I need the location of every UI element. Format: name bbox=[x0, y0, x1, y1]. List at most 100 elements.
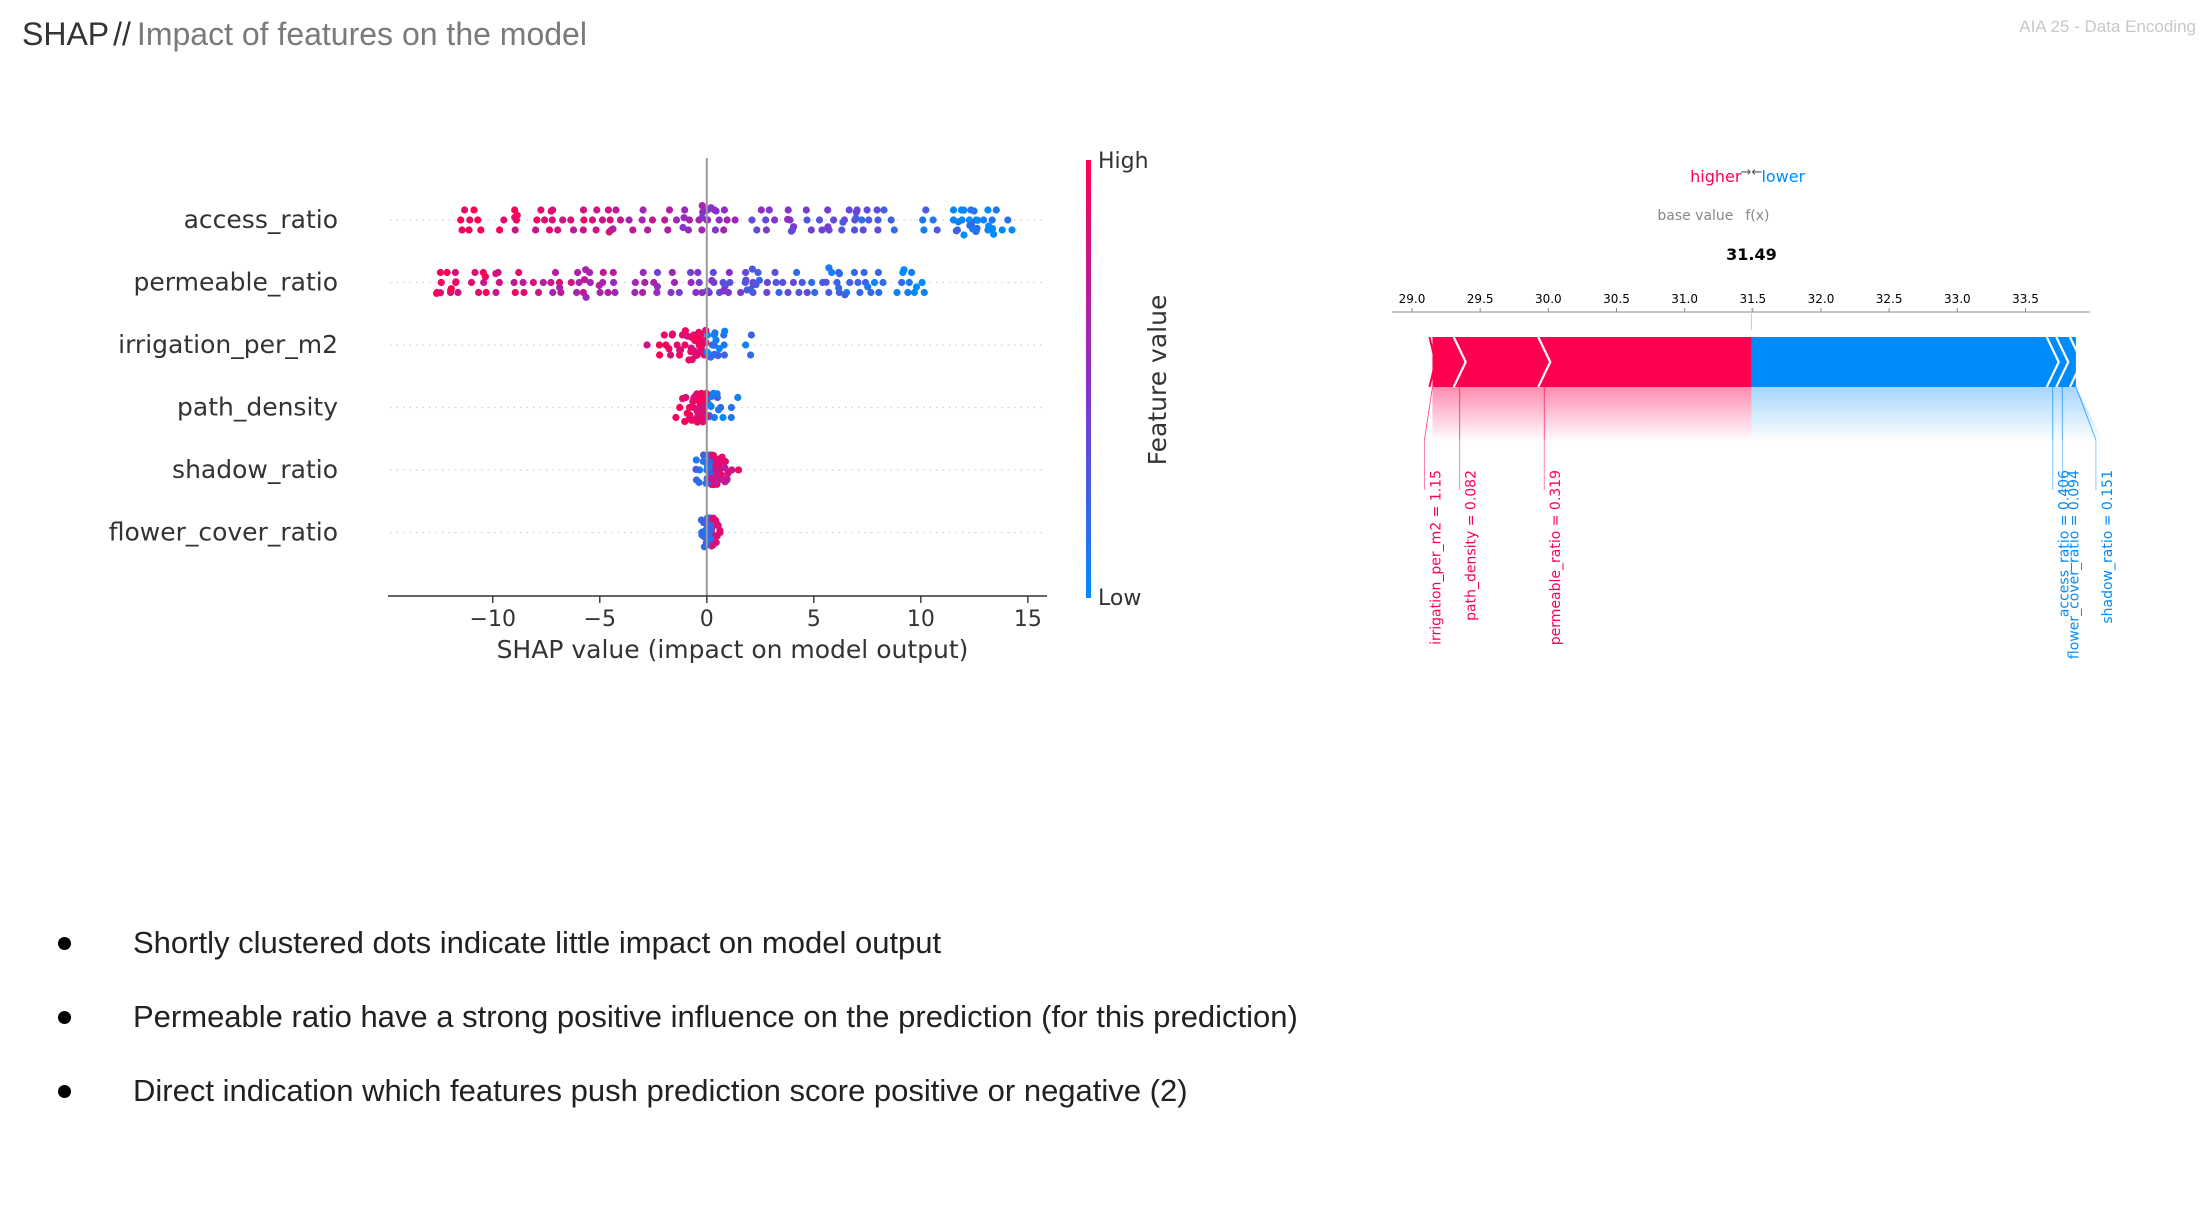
beeswarm-point bbox=[765, 206, 773, 214]
beeswarm-point bbox=[772, 278, 780, 287]
beeswarm-point bbox=[684, 226, 693, 234]
beeswarm-point bbox=[737, 288, 745, 297]
beeswarm-point bbox=[818, 226, 826, 234]
beeswarm-point bbox=[874, 268, 883, 277]
base-value-label: base value bbox=[1657, 208, 1733, 224]
beeswarm-point bbox=[631, 288, 639, 297]
beeswarm-point bbox=[672, 216, 681, 224]
beeswarm-point bbox=[554, 226, 562, 234]
title-separator: // bbox=[113, 16, 131, 52]
bullet-list: Shortly clustered dots indicate little i… bbox=[58, 925, 1298, 1147]
beeswarm-point bbox=[443, 268, 451, 277]
beeswarm-point bbox=[841, 291, 849, 299]
beeswarm-point bbox=[685, 216, 694, 224]
beeswarm-point bbox=[452, 278, 460, 286]
beeswarm-point bbox=[798, 278, 806, 287]
beeswarm-point bbox=[743, 286, 751, 294]
beeswarm-point bbox=[513, 211, 521, 219]
beeswarm-point bbox=[727, 413, 735, 422]
beeswarm-point bbox=[643, 341, 651, 349]
segment-separator bbox=[1452, 336, 1467, 388]
force-tick-label: 29.5 bbox=[1467, 292, 1494, 306]
beeswarm-point bbox=[824, 223, 832, 231]
beeswarm-point bbox=[653, 288, 661, 297]
beeswarm-point bbox=[465, 226, 473, 234]
beeswarm-point bbox=[688, 416, 696, 424]
positive-bar bbox=[1432, 337, 1752, 387]
beeswarm-point bbox=[667, 288, 675, 297]
beeswarm-point bbox=[559, 216, 567, 224]
segment-separator bbox=[2055, 336, 2070, 388]
beeswarm-point bbox=[787, 227, 796, 235]
beeswarm-point bbox=[825, 264, 833, 272]
beeswarm-point bbox=[519, 278, 527, 287]
x-tick-label: 5 bbox=[807, 607, 821, 632]
beeswarm-point bbox=[706, 458, 714, 466]
beeswarm-point bbox=[850, 268, 859, 277]
title-text: Impact of features on the model bbox=[136, 16, 587, 52]
force-tick-label: 32.0 bbox=[1808, 292, 1835, 306]
beeswarm-point bbox=[748, 216, 756, 224]
segment-separator bbox=[2045, 336, 2060, 388]
beeswarm-point bbox=[698, 226, 706, 234]
bullet-item: Shortly clustered dots indicate little i… bbox=[58, 925, 1298, 999]
negative-fade bbox=[1751, 387, 2104, 442]
beeswarm-point bbox=[699, 401, 707, 409]
beeswarm-point bbox=[555, 278, 564, 287]
beeswarm-point bbox=[933, 226, 941, 234]
beeswarm-point bbox=[692, 465, 700, 473]
output-label: f(x) bbox=[1745, 208, 1769, 224]
beeswarm-point bbox=[680, 214, 688, 222]
beeswarm-point bbox=[960, 206, 968, 214]
beeswarm-point bbox=[556, 283, 564, 292]
output-value-label: 31.49 bbox=[1726, 245, 1777, 264]
beeswarm-point bbox=[676, 403, 684, 412]
beeswarm-point bbox=[856, 288, 864, 297]
beeswarm-point bbox=[665, 206, 674, 214]
beeswarm-point bbox=[668, 330, 677, 338]
beeswarm-point bbox=[537, 206, 545, 214]
beeswarm-point bbox=[742, 268, 750, 277]
beeswarm-point bbox=[696, 330, 704, 338]
beeswarm-point bbox=[699, 457, 708, 465]
feature-label: shadow_ratio bbox=[172, 455, 338, 484]
colorbar-low-label: Low bbox=[1098, 586, 1141, 611]
beeswarm-point bbox=[688, 356, 696, 364]
beeswarm-point bbox=[715, 406, 723, 414]
beeswarm-point bbox=[984, 206, 992, 214]
beeswarm-point bbox=[569, 226, 578, 234]
beeswarm-point bbox=[898, 278, 906, 287]
beeswarm-point bbox=[988, 216, 996, 224]
beeswarm-point bbox=[549, 288, 557, 297]
beeswarm-point bbox=[595, 281, 603, 290]
beeswarm-point bbox=[709, 451, 718, 459]
beeswarm-point bbox=[784, 206, 792, 214]
beeswarm-point bbox=[803, 216, 811, 224]
beeswarm-point bbox=[447, 285, 455, 293]
beeswarm-point bbox=[763, 278, 772, 287]
beeswarm-point bbox=[532, 226, 540, 234]
beeswarm-point bbox=[698, 289, 706, 297]
beeswarm-point bbox=[551, 268, 560, 277]
beeswarm-point bbox=[470, 206, 478, 214]
beeswarm-point bbox=[710, 341, 718, 349]
colorbar-title: Feature value bbox=[1143, 295, 1172, 466]
beeswarm-point bbox=[598, 216, 607, 224]
beeswarm-point bbox=[845, 206, 853, 214]
bullet-dot-icon bbox=[58, 937, 71, 950]
beeswarm-point bbox=[661, 216, 669, 224]
beeswarm-point bbox=[720, 226, 728, 234]
beeswarm-point bbox=[520, 288, 528, 297]
beeswarm-point bbox=[771, 216, 779, 224]
beeswarm-point bbox=[711, 329, 719, 337]
beeswarm-point bbox=[437, 278, 445, 287]
beeswarm-point bbox=[653, 283, 662, 291]
beeswarm-point bbox=[687, 278, 695, 287]
beeswarm-point bbox=[721, 464, 729, 472]
force-tick-label: 31.0 bbox=[1671, 292, 1698, 306]
beeswarm-point bbox=[492, 270, 500, 278]
beeswarm-point bbox=[534, 288, 543, 297]
beeswarm-point bbox=[436, 268, 444, 277]
beeswarm-point bbox=[547, 207, 555, 215]
beeswarm-point bbox=[749, 280, 757, 289]
